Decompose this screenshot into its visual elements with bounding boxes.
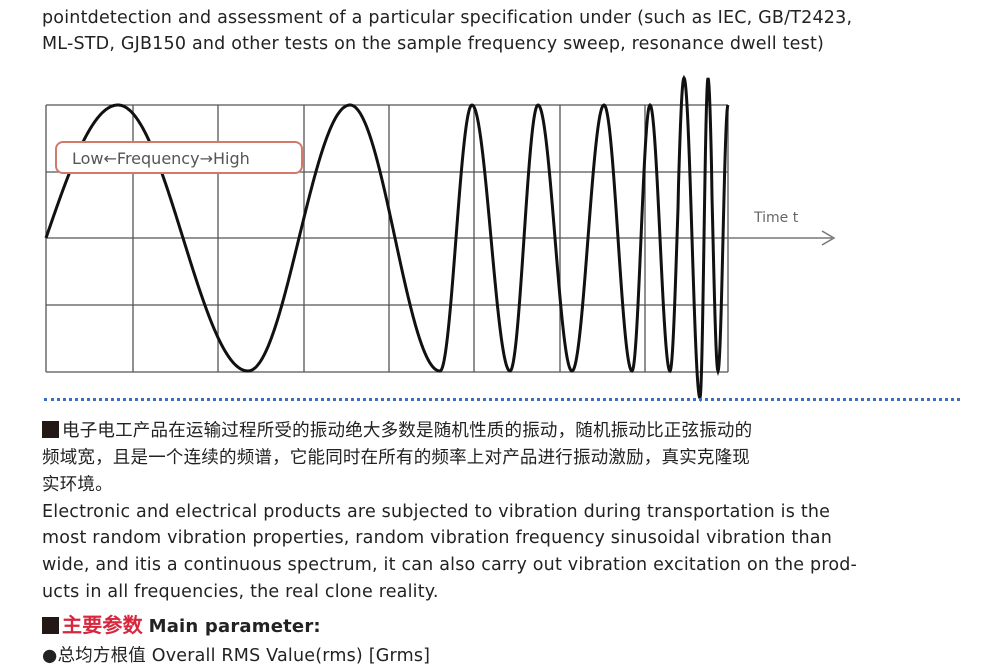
random-cn: 实环境。 bbox=[42, 475, 113, 495]
random-cn: 频域宽，且是一个连续的频谱，它能同时在所有的频率上对产品进行振动激励，真实克隆现 bbox=[42, 448, 750, 468]
intro-line: ML-STD, GJB150 and other tests on the sa… bbox=[42, 34, 825, 54]
random-en: wide, and itis a continuous spectrum, it… bbox=[42, 555, 858, 575]
frequency-label: Low←Frequency→High bbox=[72, 149, 250, 168]
arrow-icon bbox=[821, 230, 836, 246]
params-title-cn: 主要参数 bbox=[62, 613, 143, 637]
random-en: Electronic and electrical products are s… bbox=[42, 502, 831, 522]
random-en: ucts in all frequencies, the real clone … bbox=[42, 582, 439, 602]
square-bullet-icon bbox=[42, 421, 59, 438]
square-bullet-icon bbox=[42, 617, 59, 634]
time-axis-label: Time t bbox=[753, 210, 799, 226]
param-item: ●总均方根值 Overall RMS Value(rms) [Grms] bbox=[42, 646, 431, 666]
params-title-en: Main parameter: bbox=[148, 616, 321, 637]
intro-line: pointdetection and assessment of a parti… bbox=[42, 8, 853, 28]
random-cn: 电子电工产品在运输过程所受的振动绝大多数是随机性质的振动，随机振动比正弦振动的 bbox=[62, 421, 753, 441]
frequency-label-box bbox=[55, 141, 303, 174]
dotted-divider bbox=[44, 398, 960, 401]
sine-sweep-figure: Time t Low←Frequency→High bbox=[44, 75, 836, 403]
random-en: most random vibration properties, random… bbox=[42, 528, 832, 548]
